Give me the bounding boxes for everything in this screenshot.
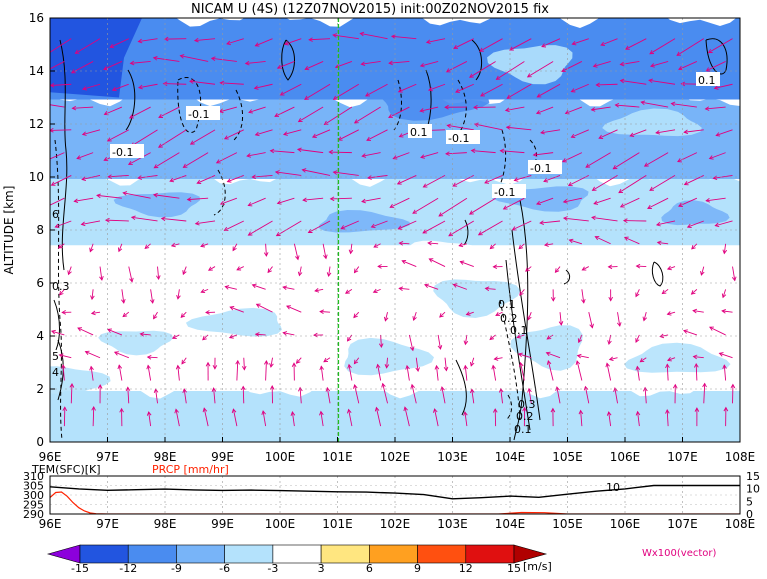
y-tick-label-right: 5 xyxy=(746,495,753,508)
colorbar-cell xyxy=(176,545,224,563)
x-tick-label: 105E xyxy=(552,517,583,531)
y-tick-label: 8 xyxy=(36,223,44,237)
colorbar-tick-label: 15 xyxy=(507,562,521,575)
wind-vector-head xyxy=(45,204,49,207)
y-tick-label: 14 xyxy=(29,64,44,78)
contour-label: 0.1 xyxy=(510,324,528,337)
wind-vector xyxy=(93,407,94,426)
contour-label: -0.1 xyxy=(188,108,209,121)
x-tick-label: 97E xyxy=(96,517,119,531)
chart-title: NICAM U (4S) (12Z07NOV2015) init:00Z02NO… xyxy=(191,2,549,17)
colorbar-cell xyxy=(128,545,176,563)
colorbar-tick-label: -9 xyxy=(171,562,182,575)
contour-label: 5 xyxy=(52,350,59,363)
x-tick-label: 100E xyxy=(265,450,296,464)
x-tick-label: 101E xyxy=(322,450,353,464)
contour-label: -0.1 xyxy=(494,186,515,199)
x-tick-label: 106E xyxy=(610,517,641,531)
x-tick-label: 98E xyxy=(154,450,177,464)
y-tick-label: 6 xyxy=(36,276,44,290)
vector-scale-label: Wx100(vector) xyxy=(642,548,717,559)
legend-precip: PRCP [mm/hr] xyxy=(152,463,229,476)
colorbar-cell xyxy=(369,545,417,563)
y-tick-label: 2 xyxy=(36,382,44,396)
x-tick-label: 102E xyxy=(380,517,411,531)
wind-vector xyxy=(50,130,71,131)
contour-label: 0.1 xyxy=(498,298,516,311)
wind-vector xyxy=(243,386,244,403)
grid-lines xyxy=(50,476,740,514)
x-tick-label: 96E xyxy=(39,450,62,464)
contour-label: 0.3 xyxy=(52,280,70,293)
y-tick-label: 0 xyxy=(36,435,44,449)
contour-label: 0.1 xyxy=(410,126,428,139)
y-tick-label-right: 15 xyxy=(746,470,760,483)
contour-label: 6 xyxy=(52,208,59,221)
x-tick-label: 99E xyxy=(211,450,234,464)
contour-label: 4 xyxy=(52,366,59,379)
colorbar-unit: [m/s] xyxy=(523,560,552,573)
main-panel: 0.1 -0.1 -0.1 0.1 -0.1 -0.1 -0.1 0.1 0.2… xyxy=(2,8,755,464)
y-tick-label-right: 0 xyxy=(746,508,753,521)
colorbar: -15 -12 -9 -6 -3 3 6 9 12 15 [m/s] Wx100(vector) xyxy=(48,545,717,575)
wind-vector-head xyxy=(44,53,48,57)
y-axis-label: ALTITUDE [km] xyxy=(2,186,16,275)
colorbar-cell xyxy=(273,545,321,563)
x-tick-label: 107E xyxy=(667,517,698,531)
y-axis: 0 2 4 6 8 10 12 14 16 xyxy=(29,11,44,449)
x-tick-label: 104E xyxy=(495,517,526,531)
colorbar-tick-label: 12 xyxy=(459,562,473,575)
colorbar-cell xyxy=(80,545,128,563)
y-tick-label-right: 10 xyxy=(746,483,760,496)
y-tick-label: 4 xyxy=(36,329,44,343)
y-tick-label: 16 xyxy=(29,11,44,25)
x-tick-label: 104E xyxy=(495,450,526,464)
colorbar-tick-label: 9 xyxy=(414,562,421,575)
colorbar-cell xyxy=(321,545,369,563)
x-axis: 96E 97E 98E 99E 100E 101E 102E 103E 104E 105E 106E… xyxy=(39,450,756,464)
x-tick-label: 97E xyxy=(96,450,119,464)
colorbar-tick-label: -15 xyxy=(71,562,89,575)
wind-vector xyxy=(244,358,245,370)
wind-vector-head xyxy=(38,102,42,106)
colorbar-cell xyxy=(418,545,466,563)
x-tick-label: 101E xyxy=(322,517,353,531)
colorbar-tick-label: 3 xyxy=(318,562,325,575)
contour-label: -0.1 xyxy=(448,132,469,145)
contour-label: 0.2 xyxy=(516,410,534,423)
x-tick-label: 102E xyxy=(380,450,411,464)
wind-vector xyxy=(329,152,352,153)
y-tick-label: 12 xyxy=(29,117,44,131)
contour-label: 0.1 xyxy=(698,74,716,87)
colorbar-tick-label: -6 xyxy=(219,562,230,575)
colorbar-cell xyxy=(466,545,514,563)
series-annotation: 10 xyxy=(606,481,620,494)
x-tick-label: 106E xyxy=(610,450,641,464)
y-tick-label: 290 xyxy=(23,508,44,521)
x-tick-label: 99E xyxy=(211,517,234,531)
contour-label: -0.1 xyxy=(112,146,133,159)
wind-vector-head xyxy=(44,69,48,72)
colorbar-tick-label: -12 xyxy=(119,562,137,575)
colorbar-tick-label: 6 xyxy=(366,562,373,575)
colorbar-cell xyxy=(225,545,273,563)
x-tick-label: 100E xyxy=(265,517,296,531)
x-tick-label: 103E xyxy=(437,517,468,531)
y-tick-label: 10 xyxy=(29,170,44,184)
x-tick-label: 107E xyxy=(667,450,698,464)
x-tick-label: 98E xyxy=(154,517,177,531)
contour-label: 0.1 xyxy=(514,423,532,436)
u-field xyxy=(32,8,740,444)
colorbar-cell xyxy=(48,545,80,563)
x-tick-label: 105E xyxy=(552,450,583,464)
colorbar-tick-label: -3 xyxy=(267,562,278,575)
x-tick-label: 108E xyxy=(725,450,756,464)
contour-label: -0.1 xyxy=(530,162,551,175)
x-tick-label: 103E xyxy=(437,450,468,464)
